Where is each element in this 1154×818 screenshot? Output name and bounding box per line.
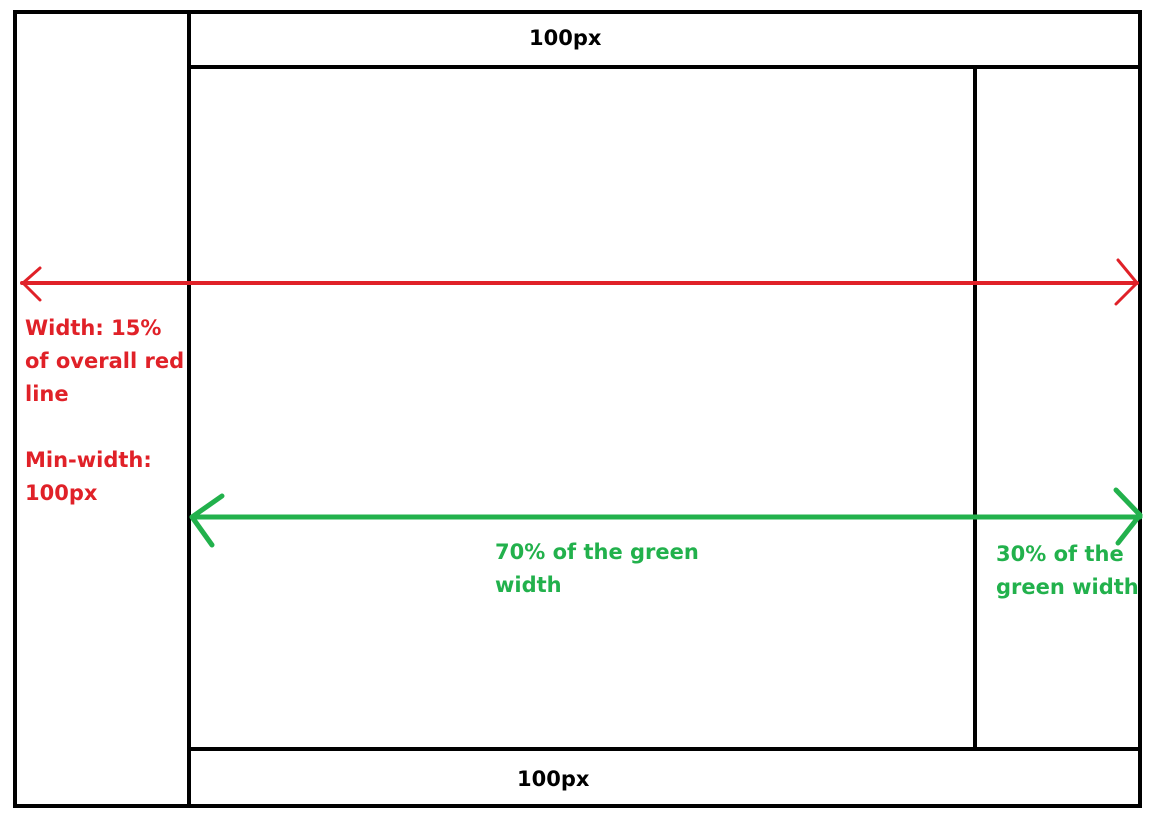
main-width-label: 70% of the green width: [495, 540, 699, 597]
aside-width-label: 30% of the green width: [996, 542, 1139, 599]
sidebar-min-width-label: Min-width: 100px: [25, 448, 152, 505]
red-arrow-right-head: [1114, 258, 1139, 306]
sidebar-width-label: Width: 15% of overall red line: [25, 316, 185, 406]
red-width-arrow: [20, 258, 1139, 306]
red-arrow-left-head: [21, 266, 42, 302]
green-arrow-right-head: [1113, 487, 1143, 546]
footer-height-label: 100px: [517, 767, 590, 791]
header-height-label: 100px: [529, 26, 602, 50]
green-arrow-left-head: [189, 493, 225, 548]
outer-frame: [13, 10, 1142, 808]
green-width-arrow: [189, 487, 1143, 548]
